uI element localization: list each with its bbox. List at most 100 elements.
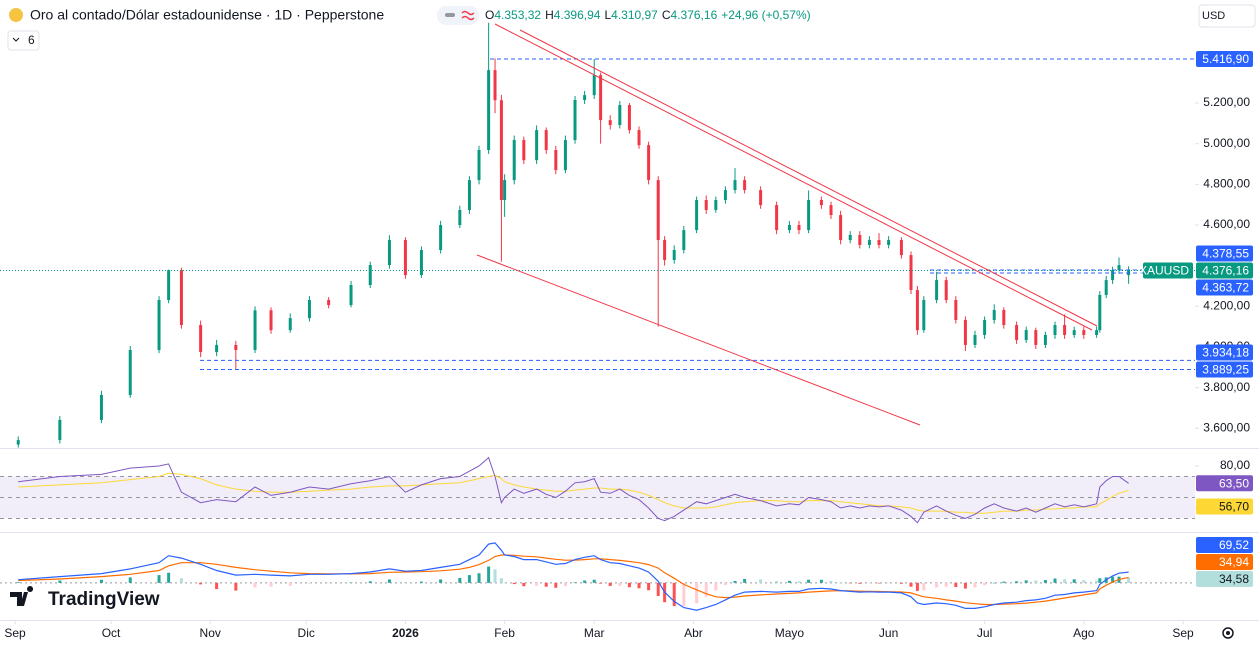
- macd-histogram-bar: [922, 582, 926, 591]
- y-tick-label: 3.800,00: [1203, 380, 1250, 394]
- candle-body: [467, 180, 471, 210]
- candle-body: [503, 180, 507, 201]
- x-tick-label: Abr: [684, 626, 703, 640]
- candle-body: [839, 215, 843, 241]
- y-tick-label: 5.200,00: [1203, 95, 1250, 109]
- x-tick-label: Jul: [977, 626, 992, 640]
- price-line-label-bg: [1196, 279, 1253, 296]
- macd-histogram-bar: [1111, 576, 1115, 583]
- x-tick-label: Ago: [1073, 626, 1095, 640]
- candle-body: [458, 209, 462, 226]
- price-line-label-bg: [1196, 344, 1253, 361]
- x-tick-label: Sep: [1172, 626, 1194, 640]
- macd-histogram-bar: [128, 577, 132, 583]
- candle-body: [775, 205, 779, 231]
- macd-histogram-bar: [179, 578, 183, 583]
- candle-body: [759, 190, 763, 206]
- last-price-label: 4.376,16: [1202, 264, 1249, 278]
- macd-histogram-bar: [983, 582, 987, 586]
- candle-body: [167, 270, 171, 301]
- macd-histogram-bar: [1072, 579, 1076, 583]
- candle-body: [1002, 309, 1006, 326]
- candle-body: [1053, 325, 1057, 335]
- y-tick-label: 3.600,00: [1203, 420, 1250, 434]
- macd-histogram-bar: [1024, 580, 1028, 583]
- candle-body: [487, 70, 491, 151]
- legend-value: 4.353,32: [494, 8, 541, 22]
- macd-histogram-bar: [973, 582, 977, 588]
- candle-body: [1063, 325, 1067, 335]
- macd-line: [18, 542, 1129, 611]
- settings-icon-center: [1226, 631, 1230, 635]
- macd-histogram-bar: [349, 582, 353, 584]
- legend-value: 4.396,94: [554, 8, 601, 22]
- status-pill[interactable]: [437, 6, 479, 25]
- candle-body: [935, 280, 939, 301]
- candle-body: [419, 250, 423, 276]
- price-line-label: 3.934,18: [1202, 346, 1249, 360]
- x-tick-label: Mar: [584, 626, 605, 640]
- macd-histogram-bar: [797, 581, 801, 583]
- macd-histogram-bar: [253, 582, 257, 588]
- candle-body: [672, 250, 676, 260]
- candle-body: [1111, 270, 1115, 281]
- rsi-label: 63,50: [1219, 476, 1249, 490]
- candle-body: [307, 300, 311, 319]
- macd-histogram-bar: [288, 582, 292, 586]
- candle-body: [915, 290, 919, 331]
- legend-key: C: [662, 8, 671, 22]
- candle-body: [583, 95, 587, 101]
- macd-histogram-bar: [307, 582, 311, 584]
- x-tick-label: Jun: [879, 626, 898, 640]
- candle-body: [992, 309, 996, 320]
- macd-histogram-bar: [368, 581, 372, 583]
- candle-body: [733, 180, 737, 191]
- macd-histogram-bar: [403, 582, 407, 583]
- candle-body: [349, 284, 353, 306]
- candle-body: [695, 200, 699, 231]
- macd-histogram-bar: [733, 580, 737, 583]
- candle-body: [637, 130, 641, 146]
- macd-histogram-bar: [592, 579, 596, 583]
- candle-body: [858, 234, 862, 245]
- macd-histogram-bar: [887, 582, 891, 584]
- candle-body: [522, 140, 526, 161]
- candle-body: [269, 310, 273, 331]
- indicators-toggle[interactable]: [7, 30, 40, 51]
- brand-logo: [10, 586, 34, 606]
- candle-body: [909, 255, 913, 291]
- macd-histogram-bar: [656, 582, 660, 597]
- macd-histogram-bar: [387, 579, 391, 583]
- price-line-label-bg: [1196, 361, 1253, 378]
- candle-body: [887, 240, 891, 245]
- currency-button[interactable]: [1198, 4, 1256, 28]
- settings-icon[interactable]: [1222, 627, 1234, 639]
- symbol-title[interactable]: Oro al contado/Dólar estadounidense · 1D…: [30, 7, 384, 23]
- candle-body: [627, 105, 631, 131]
- candle-body: [253, 310, 257, 351]
- macd-histogram-bar: [963, 582, 967, 589]
- macd-histogram-bar: [627, 582, 631, 588]
- macd-histogram-bar: [944, 582, 948, 587]
- candle-body: [599, 75, 603, 121]
- ohlc-legend: O4.353,32 H4.396,94 L4.310,97 C4.376,16 +24,…: [485, 8, 811, 22]
- candle-body: [848, 234, 852, 241]
- macd-histogram-bar: [909, 582, 913, 587]
- macd-histogram-bar: [899, 582, 903, 584]
- x-tick-label: Mayo: [775, 626, 805, 640]
- macd-histogram-bar: [419, 581, 423, 583]
- y-tick-label: 5.000,00: [1203, 136, 1250, 150]
- macd-histogram-bar: [467, 575, 471, 583]
- candle-body: [797, 225, 801, 231]
- price-line-label: 3.889,25: [1202, 363, 1249, 377]
- macd-histogram-bar: [647, 582, 651, 591]
- brand-name[interactable]: TradingView: [48, 589, 160, 610]
- trend-line: [494, 23, 1093, 331]
- price-line-label-bg: [1196, 245, 1253, 262]
- x-tick-label: Oct: [102, 626, 121, 640]
- legend-key: O: [485, 8, 494, 22]
- macd-histogram-bar: [157, 575, 161, 583]
- candle-body: [1043, 334, 1047, 345]
